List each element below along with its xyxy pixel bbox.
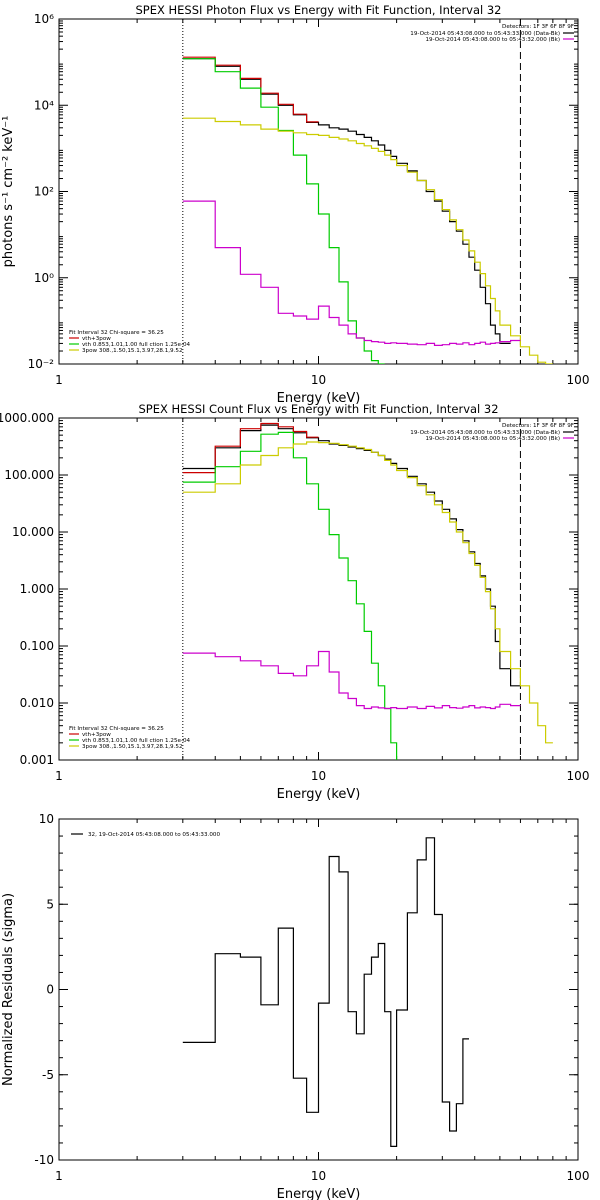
series-data-bk xyxy=(182,58,511,344)
chart-panel-3: 1 10 100 -10 -5 0 5 10 Energy (keV) Normalized Re… xyxy=(1,812,589,1200)
fit-legend-entry: vth 0.853,1.01,1.00 full ction 1.25e-04 xyxy=(82,738,191,744)
series-bk xyxy=(182,200,521,346)
series-32-19-oct-2014-05-43-08-000-to-05-43-33-000 xyxy=(182,837,469,1147)
x-tick-label: 100 xyxy=(567,1169,590,1183)
legend-entry: 19-Oct-2014 05:43:08.000 to 05:43:32.000… xyxy=(425,37,560,43)
chart-panel-2: SPEX HESSI Count Flux vs Energy with Fit… xyxy=(0,402,589,802)
legend-header: Detectors: 1F 3F 6F 8F 9F xyxy=(502,423,574,429)
y-tick-label: -10 xyxy=(34,1153,54,1167)
legend-header: Detectors: 1F 3F 6F 8F 9F xyxy=(502,24,574,30)
y-tick-label: 10⁶ xyxy=(34,12,54,26)
series-vth xyxy=(182,431,398,760)
x-tick-label: 1 xyxy=(55,1169,63,1183)
x-axis-label: Energy (keV) xyxy=(277,391,361,406)
x-tick-label: 10 xyxy=(311,1169,326,1183)
y-tick-label: -5 xyxy=(42,1068,54,1082)
x-tick-label: 100 xyxy=(567,769,590,783)
fit-legend-entry: vth+3pow xyxy=(82,336,111,342)
legend-entry: 32, 19-Oct-2014 05:43:08.000 to 05:43:33… xyxy=(88,832,220,838)
series-3pow xyxy=(182,117,553,364)
x-tick-label: 10 xyxy=(311,373,326,387)
y-tick-label: 10 xyxy=(39,812,54,826)
series-data-bk xyxy=(182,424,521,687)
y-tick-label: 1000.000 xyxy=(0,411,54,425)
fit-legend-entry: vth 0.853,1.01,1.00 full ction 1.25e-04 xyxy=(82,342,191,348)
legend-entry: 19-Oct-2014 05:43:08.000 to 05:43:32.000… xyxy=(425,436,560,442)
y-tick-label: 10² xyxy=(34,185,54,199)
fit-legend-entry: vth+3pow xyxy=(82,732,111,738)
series-bk xyxy=(182,650,521,710)
x-axis-label: Energy (keV) xyxy=(277,787,361,802)
y-tick-label: 0 xyxy=(46,983,54,997)
legend-entry: 19-Oct-2014 05:43:08.000 to 05:43:33.000… xyxy=(410,430,560,436)
y-tick-label: 10⁴ xyxy=(34,98,54,112)
fit-legend-header: Fit Interval 32 Chi-square = 36.25 xyxy=(69,726,164,732)
y-axis-label: photons s⁻¹ cm⁻² keV⁻¹ xyxy=(1,116,16,268)
y-tick-label: 0.100 xyxy=(20,639,54,653)
x-axis-label: Energy (keV) xyxy=(277,1187,361,1200)
x-tick-label: 10 xyxy=(311,769,326,783)
series-3pow xyxy=(182,441,553,744)
series-vth xyxy=(182,58,385,364)
x-tick-label: 1 xyxy=(55,373,63,387)
fit-legend-entry: 3pow 308.,1.50,15.1,3.97,28.1,9.52 xyxy=(82,348,183,354)
y-tick-label: 0.001 xyxy=(20,753,54,767)
chart-title: SPEX HESSI Photon Flux vs Energy with Fi… xyxy=(135,3,501,17)
x-tick-label: 1 xyxy=(55,769,63,783)
legend: 32, 19-Oct-2014 05:43:08.000 to 05:43:33… xyxy=(71,832,220,838)
fit-legend-entry: 3pow 308.,1.50,15.1,3.97,28.1,9.52 xyxy=(82,744,183,750)
y-tick-label: 1.000 xyxy=(20,582,54,596)
series-vth-3pow xyxy=(182,422,319,474)
fit-legend: Fit Interval 32 Chi-square = 36.25vth+3p… xyxy=(69,330,191,354)
y-tick-label: 10⁰ xyxy=(34,271,54,285)
x-tick-label: 100 xyxy=(567,373,590,387)
y-tick-label: 100.000 xyxy=(4,468,54,482)
y-tick-label: 10⁻² xyxy=(28,357,55,371)
chart-title: SPEX HESSI Count Flux vs Energy with Fit… xyxy=(138,402,498,416)
y-axis-label: Normalized Residuals (sigma) xyxy=(1,893,16,1086)
legend-entry: 19-Oct-2014 05:43:08.000 to 05:43:33.000… xyxy=(410,31,560,37)
fit-legend-header: Fit Interval 32 Chi-square = 36.25 xyxy=(69,330,164,336)
fit-legend: Fit Interval 32 Chi-square = 36.25vth+3p… xyxy=(69,726,191,750)
chart-panel-1: SPEX HESSI Photon Flux vs Energy with Fi… xyxy=(1,3,589,406)
y-tick-label: 5 xyxy=(46,897,54,911)
y-tick-label: 0.010 xyxy=(20,696,54,710)
y-tick-label: 10.000 xyxy=(12,525,54,539)
series-vth-3pow xyxy=(182,56,319,123)
plot-frame xyxy=(58,417,579,761)
